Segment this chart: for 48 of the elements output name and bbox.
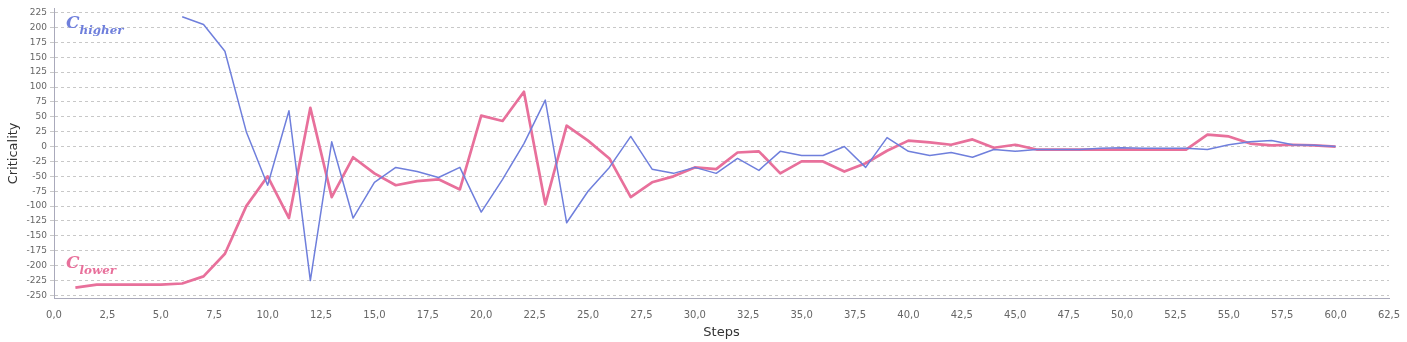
- x-tick-label: 50,0: [1110, 308, 1134, 320]
- y-tick-label: -75: [32, 185, 48, 196]
- x-tick-label: 12,5: [309, 308, 333, 320]
- y-tick-label: -200: [26, 259, 48, 270]
- x-tick-label: 60,0: [1324, 308, 1347, 320]
- x-tick-label: 10,0: [256, 308, 279, 320]
- y-tick-label: 100: [29, 81, 48, 92]
- y-tick-label: -150: [26, 230, 48, 241]
- y-tick-label: 25: [35, 126, 48, 137]
- x-tick-label: 27,5: [630, 308, 653, 320]
- y-axis-title: Criticality: [5, 122, 21, 185]
- x-tick-label: 35,0: [790, 308, 813, 320]
- x-tick-label: 0,0: [46, 308, 62, 320]
- y-tick-label: 175: [29, 36, 48, 47]
- y-tick-label: -50: [32, 170, 48, 181]
- x-tick-label: 15,0: [363, 308, 386, 320]
- y-tick-label: -125: [26, 215, 48, 226]
- x-tick-label: 22,5: [523, 308, 546, 320]
- y-tick-label: -25: [32, 155, 48, 166]
- x-tick-label: 30,0: [683, 308, 706, 320]
- y-tick-label: -175: [26, 245, 48, 256]
- y-tick-label: 200: [29, 21, 48, 32]
- x-tick-label: 52,5: [1164, 308, 1187, 320]
- y-tick-label: 75: [35, 96, 48, 107]
- x-tick-label: 57,5: [1271, 308, 1294, 320]
- x-tick-label: 25,0: [576, 308, 600, 320]
- y-tick-label: -100: [26, 200, 48, 211]
- x-tick-label: 45,0: [1004, 308, 1027, 320]
- x-tick-label: 7,5: [206, 308, 223, 320]
- y-tick-label: 125: [29, 66, 48, 77]
- x-tick-label: 62,5: [1377, 308, 1401, 320]
- x-tick-label: 5,0: [152, 308, 169, 320]
- x-axis-title: Steps: [703, 323, 740, 339]
- x-tick-label: 2,5: [99, 308, 116, 320]
- x-tick-label: 20,0: [470, 308, 493, 320]
- x-tick-label: 42,5: [950, 308, 973, 320]
- y-tick-label: 50: [35, 111, 48, 122]
- y-tick-label: 225: [29, 6, 48, 17]
- x-tick-label: 17,5: [416, 308, 439, 320]
- x-tick-label: 47,5: [1057, 308, 1080, 320]
- x-tick-label: 40,0: [897, 308, 920, 320]
- y-tick-label: -250: [26, 289, 48, 300]
- y-tick-label: 0: [41, 140, 48, 151]
- x-tick-label: 55,0: [1217, 308, 1240, 320]
- y-tick-label: 150: [29, 51, 48, 62]
- y-tick-label: -225: [26, 274, 48, 285]
- x-tick-label: 37,5: [843, 308, 867, 320]
- x-tick-label: 32,5: [737, 308, 760, 320]
